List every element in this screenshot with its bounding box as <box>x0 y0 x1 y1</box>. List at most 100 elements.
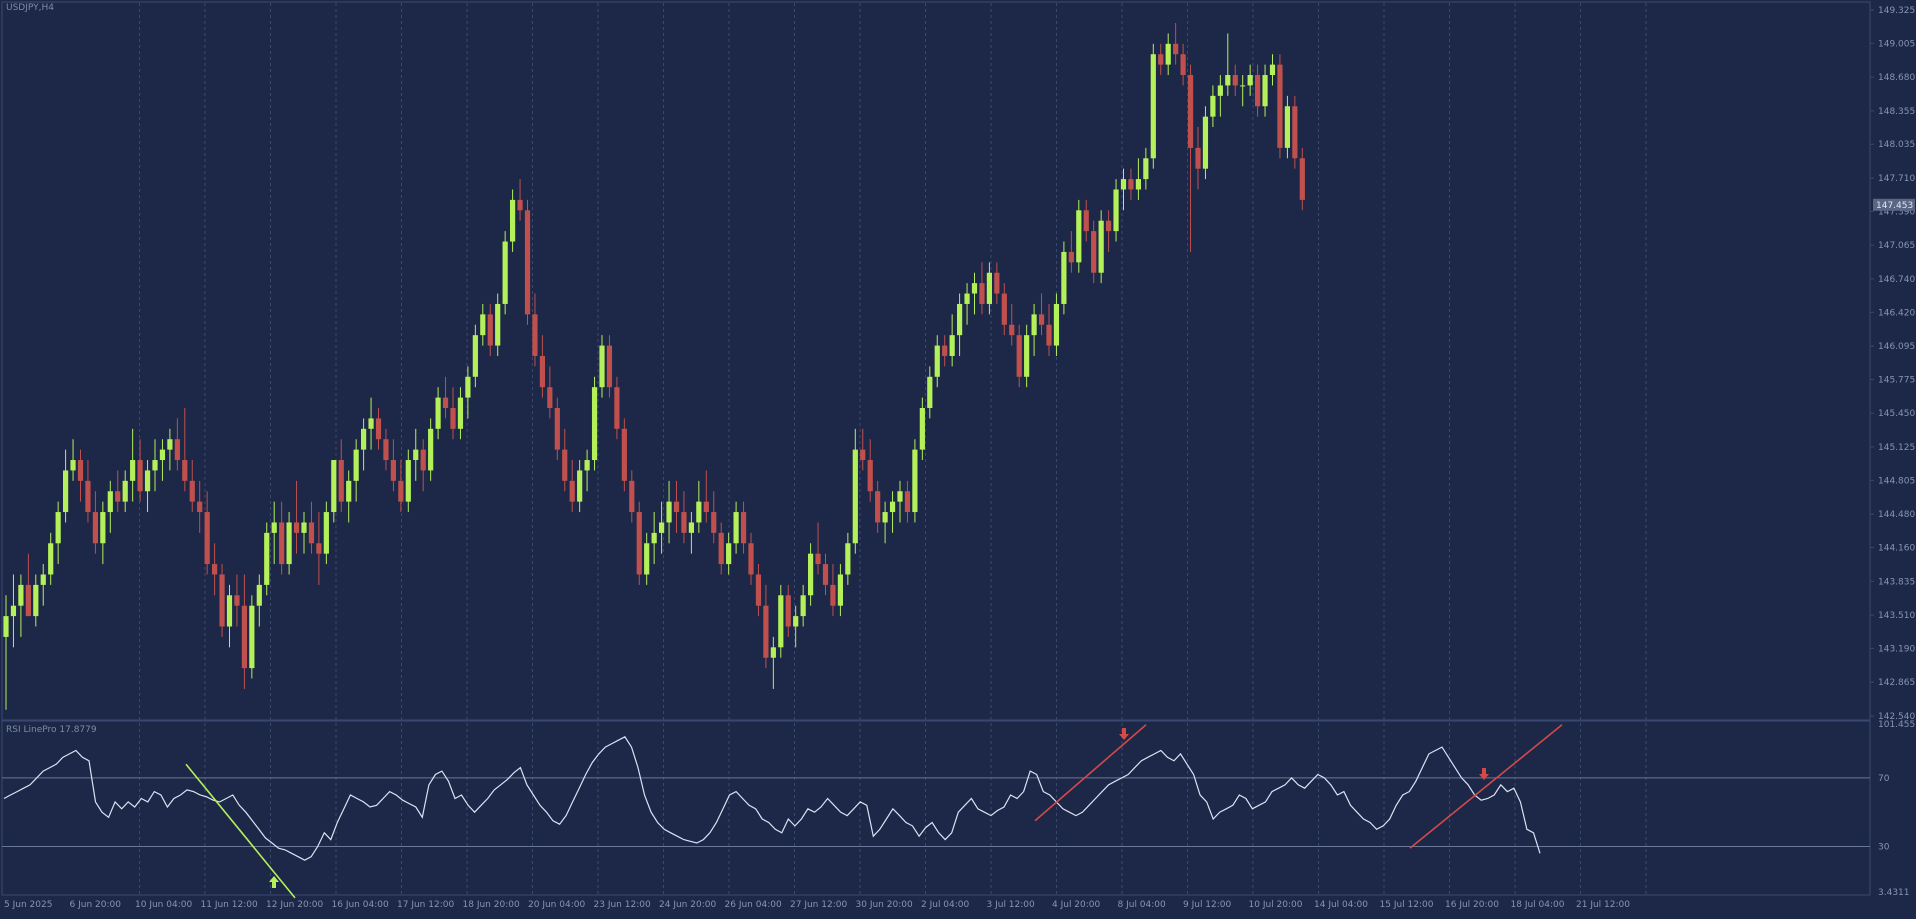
candle <box>547 366 553 419</box>
candle-body <box>353 449 359 481</box>
candle-body <box>1024 335 1030 377</box>
candle <box>1120 168 1127 211</box>
candle-body <box>323 512 329 554</box>
candle <box>100 501 106 565</box>
candle <box>845 532 851 585</box>
candle <box>860 428 866 471</box>
candle <box>740 501 747 554</box>
candle <box>964 283 970 325</box>
candle <box>1038 293 1045 336</box>
candle <box>115 470 121 513</box>
candle-body <box>703 501 709 513</box>
candle-body <box>808 553 814 596</box>
candle <box>1225 33 1231 96</box>
candle <box>927 366 933 419</box>
candle-body <box>1016 335 1022 377</box>
candle <box>1269 54 1276 86</box>
price-tick-label: 148.680 <box>1878 73 1915 83</box>
candle-body <box>1255 75 1261 107</box>
candle <box>130 428 136 502</box>
candle-body <box>875 491 881 523</box>
candle <box>323 501 329 565</box>
candle <box>994 262 1000 304</box>
time-tick-label: 26 Jun 04:00 <box>725 900 782 910</box>
candle-body <box>1001 293 1007 325</box>
candle <box>1091 220 1097 284</box>
candle <box>70 439 76 481</box>
candle-body <box>279 522 285 565</box>
candle <box>636 501 642 585</box>
time-tick-label: 14 Jul 04:00 <box>1314 900 1368 910</box>
candle <box>383 428 389 471</box>
candle <box>666 480 672 544</box>
candle-body <box>733 512 739 544</box>
rsi-trendline-down <box>185 763 296 899</box>
candle <box>562 428 568 492</box>
candle <box>3 595 9 710</box>
candle <box>718 522 724 575</box>
candle-body <box>130 460 136 481</box>
time-tick-label: 15 Jul 12:00 <box>1380 900 1434 910</box>
time-tick-label: 18 Jul 04:00 <box>1511 900 1565 910</box>
candle <box>25 553 31 617</box>
candle-body <box>502 241 508 304</box>
candle <box>450 387 456 440</box>
candle <box>785 584 791 637</box>
candle-body <box>18 584 24 606</box>
price-tick-label: 149.325 <box>1878 6 1915 16</box>
time-tick-label: 17 Jun 12:00 <box>397 900 454 910</box>
candle <box>748 532 754 585</box>
candle-body <box>271 522 277 533</box>
rsi-tick-label: 3.4311 <box>1878 888 1910 898</box>
candle-body <box>457 397 464 429</box>
candle-body <box>979 283 985 304</box>
candle-body <box>532 314 538 356</box>
candle <box>308 501 315 554</box>
rsi-pane-border <box>1 720 1871 896</box>
candle-body <box>293 522 300 533</box>
candle-body <box>368 418 374 429</box>
arrow-up-icon <box>269 876 279 888</box>
candle-body <box>1128 179 1134 190</box>
candle <box>651 512 657 565</box>
candle-body <box>413 449 419 461</box>
price-tick-label: 147.065 <box>1878 241 1915 251</box>
candle-body <box>524 210 531 315</box>
candle <box>569 460 575 513</box>
symbol-timeframe-label: USDJPY,H4 <box>6 3 54 13</box>
candle <box>144 460 151 513</box>
candle <box>279 501 285 575</box>
candle-body <box>1173 43 1179 55</box>
candle <box>591 376 598 471</box>
candle <box>755 564 762 617</box>
candle <box>174 418 180 471</box>
candle-body <box>361 428 367 450</box>
price-tick-label: 142.865 <box>1878 678 1915 688</box>
candle <box>510 189 516 252</box>
candle <box>957 293 963 356</box>
candle <box>10 574 17 648</box>
candle-body <box>197 501 203 513</box>
candle-body <box>33 584 39 617</box>
candle-body <box>1135 179 1141 190</box>
candle-body <box>554 408 560 450</box>
candle-body <box>137 460 143 492</box>
sell-signal-marker <box>1479 768 1489 780</box>
candlestick-series <box>3 23 1305 710</box>
price-axis: 149.325 149.005 148.680 148.355 148.035 147.7… <box>1870 6 1915 722</box>
candle <box>1180 43 1186 86</box>
candle-body <box>1262 75 1268 107</box>
time-axis: 5 Jun 2025 6 Jun 20:00 10 Jun 04:00 11 Jun … <box>4 900 1630 910</box>
candle-body <box>964 293 970 304</box>
candle <box>837 564 843 617</box>
candle-body <box>629 480 635 513</box>
candle-body <box>889 501 896 513</box>
candle-body <box>882 512 888 523</box>
candle <box>1173 23 1179 65</box>
candle-body <box>122 480 128 502</box>
candle-body <box>174 439 180 461</box>
rsi-tick-label: 70 <box>1878 774 1890 784</box>
candle <box>875 480 881 533</box>
